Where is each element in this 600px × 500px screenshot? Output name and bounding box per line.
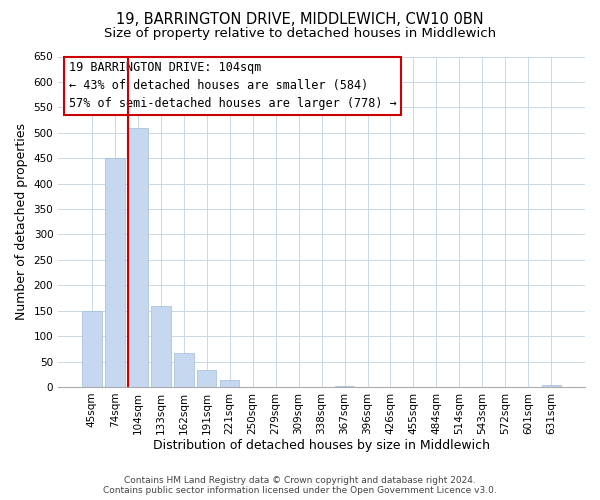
Text: Contains HM Land Registry data © Crown copyright and database right 2024.
Contai: Contains HM Land Registry data © Crown c… <box>103 476 497 495</box>
Text: 19, BARRINGTON DRIVE, MIDDLEWICH, CW10 0BN: 19, BARRINGTON DRIVE, MIDDLEWICH, CW10 0… <box>116 12 484 28</box>
Bar <box>335 386 355 387</box>
Bar <box>128 128 148 387</box>
Bar <box>105 158 125 387</box>
Bar <box>151 306 170 387</box>
Bar <box>542 386 561 387</box>
Bar <box>220 380 239 387</box>
Bar <box>82 310 101 387</box>
Bar <box>174 353 194 387</box>
Bar <box>197 370 217 387</box>
X-axis label: Distribution of detached houses by size in Middlewich: Distribution of detached houses by size … <box>153 440 490 452</box>
Text: 19 BARRINGTON DRIVE: 104sqm
← 43% of detached houses are smaller (584)
57% of se: 19 BARRINGTON DRIVE: 104sqm ← 43% of det… <box>69 62 397 110</box>
Y-axis label: Number of detached properties: Number of detached properties <box>15 123 28 320</box>
Text: Size of property relative to detached houses in Middlewich: Size of property relative to detached ho… <box>104 28 496 40</box>
